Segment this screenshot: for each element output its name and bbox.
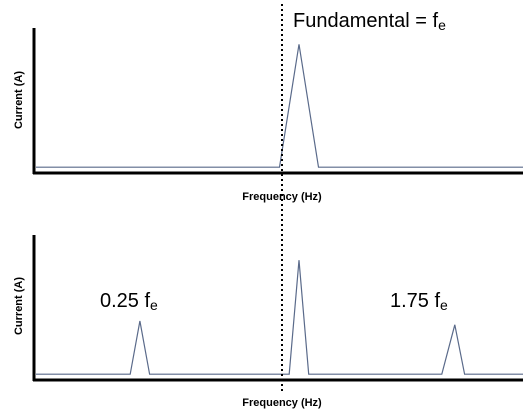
sideband-high-annotation-text: 1.75 f [390, 290, 440, 312]
x-axis-label-bottom: Frequency (Hz) [242, 397, 322, 409]
spectrum-trace-top [36, 44, 523, 168]
fundamental-annotation-subscript: e [438, 17, 446, 33]
y-axis-label-top: Current (A) [13, 71, 25, 129]
chart-top: Current (A) Frequency (Hz) Fundamental =… [13, 10, 523, 203]
sideband-low-annotation-subscript: e [150, 297, 158, 313]
y-axis-label-bottom: Current (A) [13, 277, 25, 335]
sideband-high-annotation: 1.75 fe [390, 290, 448, 313]
sideband-low-annotation-text: 0.25 f [100, 290, 150, 312]
fundamental-annotation: Fundamental = fe [293, 10, 446, 33]
chart-bottom: Current (A) Frequency (Hz) 0.25 fe 1.75 … [13, 235, 523, 409]
spectrum-trace-bottom [36, 260, 523, 375]
sideband-high-annotation-subscript: e [440, 297, 448, 313]
fundamental-annotation-text: Fundamental = f [293, 10, 439, 32]
sideband-low-annotation: 0.25 fe [100, 290, 158, 313]
x-axis-label-top: Frequency (Hz) [242, 191, 322, 203]
